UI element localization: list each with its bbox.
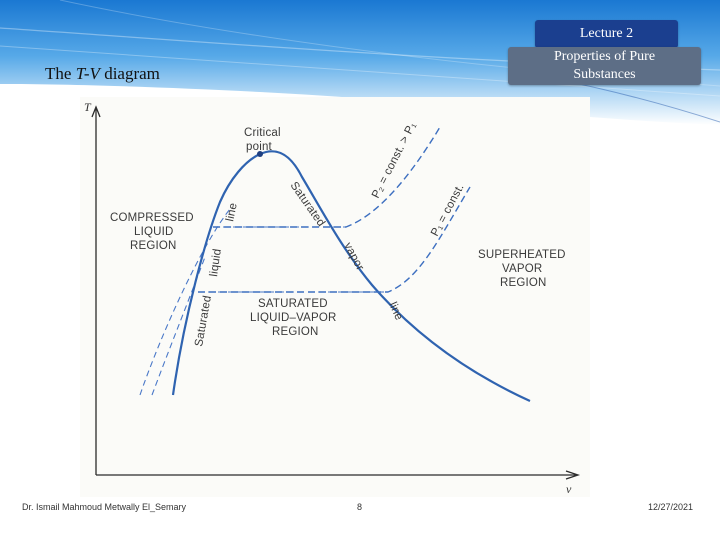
- slide-title: The T-V diagram: [45, 64, 160, 84]
- critical-point-label-1: Critical: [244, 127, 281, 139]
- title-suffix: diagram: [99, 64, 160, 83]
- saturation-dome: [171, 150, 531, 403]
- subject-tag: Properties of Pure Substances: [508, 47, 701, 85]
- superheated-label-1: SUPERHEATED: [478, 249, 566, 261]
- footer-date: 12/27/2021: [648, 502, 694, 512]
- tv-diagram: T v Critical point COMPRESSED LIQUID REG…: [84, 100, 581, 496]
- x-axis-arrow: [565, 470, 581, 480]
- compressed-dashes: [139, 208, 231, 396]
- sat-vapor-label-3: line: [386, 300, 405, 322]
- isobar-p2-label: P₂ = const. > P₁: [370, 120, 419, 200]
- x-axis-label: v: [566, 482, 572, 496]
- sat-liquid-label-3: line: [224, 202, 240, 223]
- compressed-label-3: REGION: [130, 240, 177, 252]
- footer-page-number: 8: [357, 502, 363, 512]
- lecture-tag-text: Lecture 2: [579, 26, 634, 41]
- axes: [91, 105, 581, 480]
- critical-point-label-2: point: [246, 141, 273, 153]
- isobar-p1-label: P₁ = const.: [429, 182, 467, 238]
- lecture-tag: Lecture 2: [535, 20, 678, 48]
- sat-liquid-label-1: Saturated: [193, 295, 214, 348]
- compressed-label-2: LIQUID: [134, 226, 174, 238]
- compressed-dash-1: [139, 208, 231, 396]
- tv-diagram-figure: T v Critical point COMPRESSED LIQUID REG…: [80, 97, 590, 497]
- critical-point-marker: [257, 151, 263, 157]
- subject-tag-line2: Substances: [573, 67, 636, 82]
- mixture-label-2: LIQUID–VAPOR: [250, 312, 337, 324]
- sat-liquid-label-2: liquid: [208, 248, 224, 277]
- compressed-dash-2: [151, 256, 206, 396]
- title-prefix: The: [45, 64, 76, 83]
- sat-vapor-label-2: vapor: [341, 241, 366, 273]
- y-axis-label: T: [84, 100, 92, 114]
- subject-tag-line1: Properties of Pure: [553, 49, 656, 64]
- superheated-label-2: VAPOR: [502, 263, 542, 275]
- superheated-label-3: REGION: [500, 277, 547, 289]
- mixture-label-3: REGION: [272, 326, 319, 338]
- mixture-label-1: SATURATED: [258, 298, 328, 310]
- title-symbol: T-V: [75, 64, 100, 83]
- isobar-p2: [213, 126, 441, 228]
- compressed-label-1: COMPRESSED: [110, 212, 194, 224]
- footer-author: Dr. Ismail Mahmoud Metwally El_Semary: [22, 502, 187, 512]
- y-axis-arrow: [91, 105, 101, 118]
- isobar-p1: [198, 186, 471, 293]
